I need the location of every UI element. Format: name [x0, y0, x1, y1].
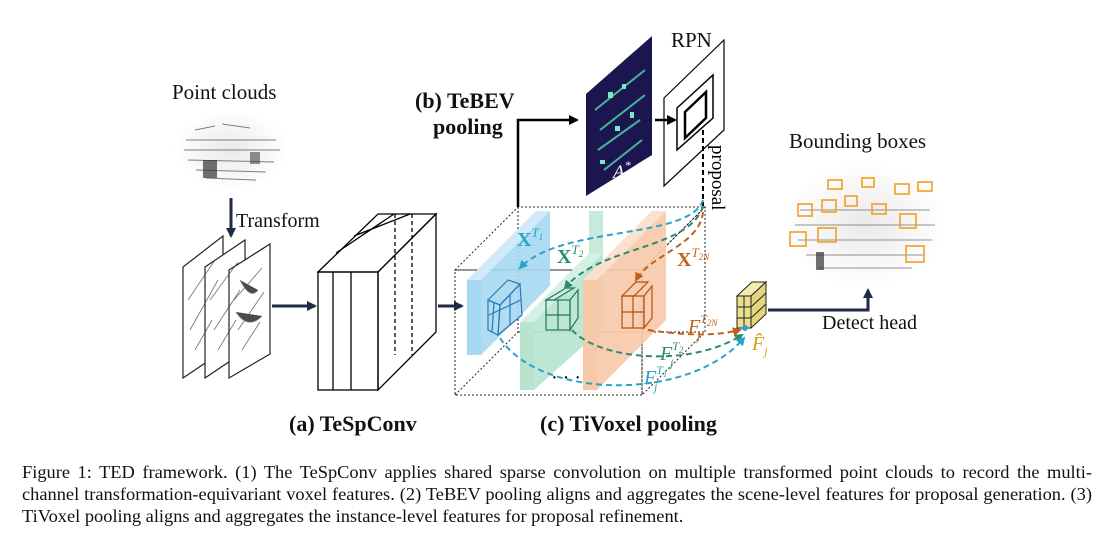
label-rpn: RPN	[671, 28, 712, 52]
label-f-hat: F̂j	[751, 332, 768, 358]
caption-text: Figure 1: TED framework. (1) The TeSpCon…	[22, 462, 1092, 526]
label-f-t2n: FT2N j	[687, 312, 718, 343]
bev-feature-map	[586, 36, 652, 196]
feature-t1-out	[499, 336, 746, 387]
voxel-grid-t2n	[620, 281, 653, 330]
proposal-to-t2	[563, 205, 704, 290]
voxel-grid-t2	[543, 287, 579, 332]
ted-framework-figure: XT1 XT2 XT2N FT2N j FT2 j FT1 j F̂j A* · · …	[173, 36, 947, 397]
label-tebev-line2: pooling	[433, 114, 503, 139]
transformed-point-clouds	[182, 234, 271, 380]
label-f-t1: FT1 j	[643, 363, 667, 394]
feature-t2-out	[571, 329, 744, 358]
label-tespconv: (a) TeSpConv	[289, 411, 417, 436]
voxel-grid-t1	[486, 279, 523, 337]
label-ellipsis: · · ·	[551, 367, 581, 389]
proposal-to-t1	[518, 199, 704, 270]
label-detect-head: Detect head	[822, 312, 917, 334]
proposal-to-t2n	[635, 211, 704, 282]
tebev-arrow	[516, 115, 579, 207]
tespconv-block	[316, 212, 438, 392]
label-point-clouds: Point clouds	[172, 80, 277, 104]
aggregated-voxel	[735, 280, 768, 331]
label-a-star: A*	[611, 158, 631, 183]
detect-head-arrow	[768, 288, 873, 312]
point-cloud-image	[173, 110, 289, 190]
label-tivoxel-pooling: (c) TiVoxel pooling	[540, 411, 717, 436]
figure-caption: Figure 1: TED framework. (1) The TeSpCon…	[22, 461, 1092, 527]
bounding-boxes-image	[783, 163, 947, 287]
rpn-box	[663, 38, 725, 188]
label-transform: Transform	[236, 210, 320, 232]
feature-t2n-out	[647, 327, 742, 337]
label-bounding-boxes: Bounding boxes	[789, 129, 927, 153]
feature-slab-t2n	[583, 211, 666, 390]
label-proposal: proposal	[707, 145, 728, 210]
label-tebev-line1: (b) TeBEV	[415, 88, 515, 113]
